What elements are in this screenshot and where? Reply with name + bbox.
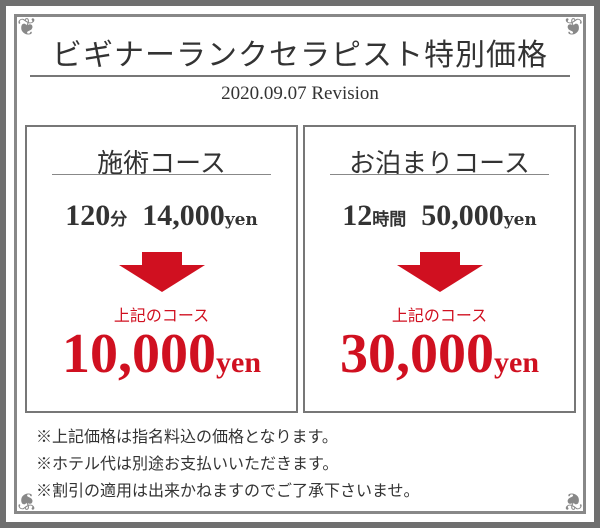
special-price: 30,000yen [305, 322, 574, 386]
currency: yen [224, 210, 258, 230]
currency: yen [216, 346, 261, 379]
decorative-frame [14, 14, 586, 514]
course-label: 上記のコース [391, 306, 488, 325]
notes: ※上記価格は指名料込の価格となります。 ※ホテル代は別途お支払いいただきます。 … [36, 423, 420, 504]
arrow-down-icon [118, 252, 205, 292]
original-price-value: 50,000 [421, 199, 504, 232]
duration-unit: 分 [110, 210, 128, 230]
note: ※ホテル代は別途お支払いいただきます。 [36, 454, 339, 473]
special-price-value: 30,000 [340, 323, 494, 385]
corner-ornament-icon: ❦ [16, 13, 38, 41]
title-divider [30, 75, 570, 77]
duration-unit: 時間 [372, 210, 407, 230]
corner-ornament-icon: ❦ [562, 487, 584, 515]
original-price-value: 14,000 [142, 199, 225, 232]
original-price: 120分 14,000yen [27, 199, 296, 233]
duration: 12 [342, 199, 373, 232]
revision-date: 2020.09.07 Revision [221, 83, 379, 104]
duration: 120 [65, 199, 111, 232]
special-price: 10,000yen [27, 322, 296, 386]
currency: yen [503, 210, 537, 230]
page-title: ビギナーランクセラピスト特別価格 [52, 38, 548, 73]
course-label: 上記のコース [113, 306, 210, 325]
course-panel-treatment: 施術コース 120分 14,000yen 上記のコース 10,000yen [25, 125, 298, 413]
course-divider [52, 174, 271, 175]
note: ※上記価格は指名料込の価格となります。 [36, 427, 338, 446]
course-panel-overnight: お泊まりコース 12時間 50,000yen 上記のコース 30,000yen [303, 125, 576, 413]
note: ※割引の適用は出来かねますのでご了承下さいませ。 [36, 481, 420, 500]
price-card: ❦ ❦ ❦ ❦ [6, 6, 594, 522]
arrow-down-icon [396, 252, 483, 292]
course-divider [330, 174, 549, 175]
special-price-value: 10,000 [62, 323, 216, 385]
original-price: 12時間 50,000yen [305, 199, 574, 233]
currency: yen [494, 346, 539, 379]
